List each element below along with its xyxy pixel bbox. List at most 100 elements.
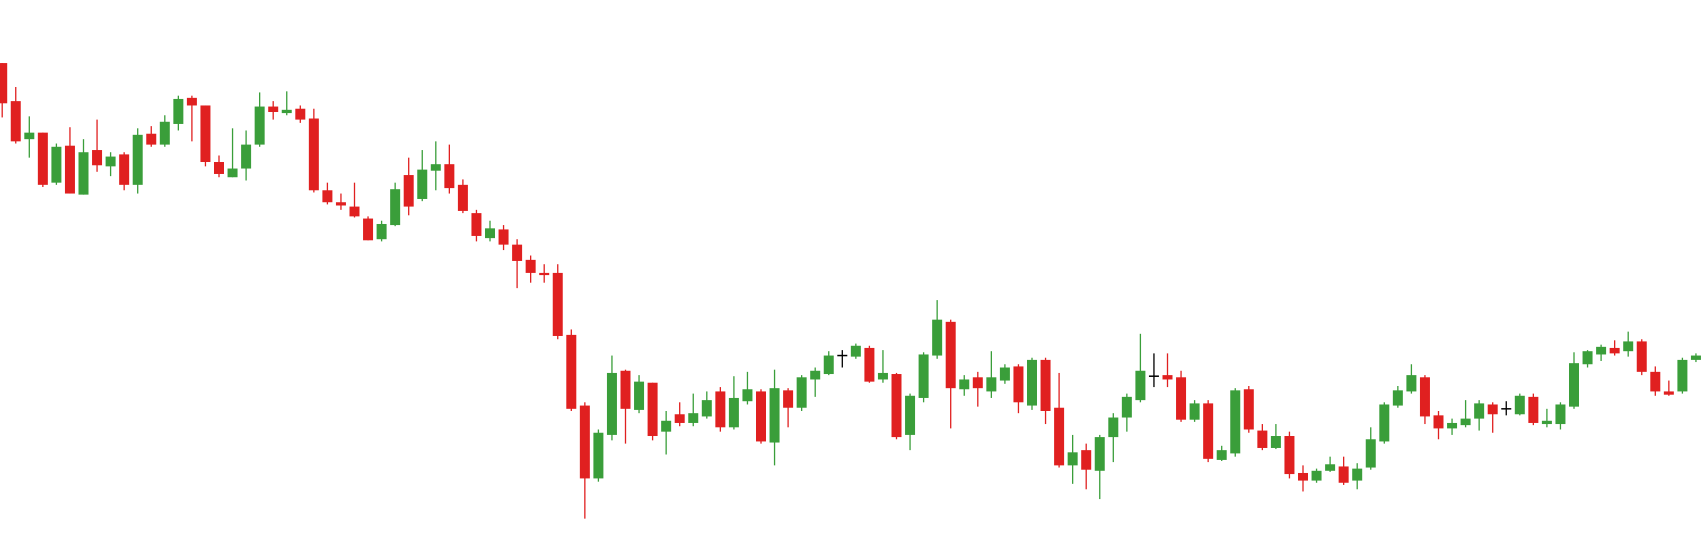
candle-body <box>1541 420 1552 425</box>
candle-body <box>1365 439 1376 468</box>
candle-body <box>1108 417 1119 438</box>
candle-body <box>1121 396 1132 418</box>
candle-body <box>1081 450 1092 470</box>
candle-body <box>498 229 509 245</box>
candle-body <box>1690 355 1701 360</box>
candle-body <box>796 377 807 408</box>
candle-body <box>417 169 428 199</box>
candle-body <box>850 345 861 357</box>
candle-body <box>1528 396 1539 423</box>
candle-body <box>24 132 35 140</box>
candle-body <box>1474 403 1485 419</box>
candle-body <box>322 190 333 203</box>
candle-body <box>214 162 224 174</box>
candle-body <box>1203 403 1214 459</box>
candle-body <box>783 390 794 408</box>
candle-body <box>742 389 753 402</box>
candle-body <box>1433 415 1444 429</box>
candle-body <box>1514 395 1525 415</box>
candle-body <box>552 272 563 336</box>
candle-body <box>1135 370 1146 401</box>
candle-body <box>1162 375 1173 380</box>
candle-body <box>593 432 604 479</box>
candle-body <box>823 355 834 375</box>
candle-body <box>1569 363 1579 407</box>
candle-body <box>1596 346 1607 355</box>
candle-body <box>512 244 523 261</box>
candle-body <box>268 106 279 112</box>
candle-body <box>1609 347 1620 354</box>
candle-body <box>769 388 780 443</box>
candle-body <box>254 106 265 145</box>
candle-body <box>877 372 888 380</box>
candle-body <box>728 397 739 428</box>
candle-body <box>1352 468 1363 481</box>
candle-body <box>620 370 631 409</box>
candle-body <box>1406 375 1417 392</box>
candle-body <box>403 175 414 207</box>
candle-body <box>119 154 130 185</box>
candle-body <box>78 152 89 195</box>
candle-body <box>1094 437 1105 471</box>
candle-body <box>92 150 103 166</box>
candle-body <box>959 379 970 390</box>
candle-body <box>146 133 157 145</box>
candle-body <box>281 109 292 114</box>
candle-body <box>1298 472 1308 481</box>
candle-body <box>905 395 916 435</box>
candle-body <box>1176 377 1187 420</box>
candle-body <box>457 184 468 211</box>
candle-body <box>525 259 536 273</box>
candle-body <box>1257 430 1268 448</box>
candle-body <box>471 213 482 236</box>
candle-body <box>674 414 685 423</box>
candle-body <box>1040 359 1051 411</box>
candle-body <box>376 223 387 240</box>
candle-body <box>159 121 170 145</box>
candle-body <box>308 118 319 191</box>
candle-body <box>579 405 590 479</box>
candle-body <box>390 189 401 226</box>
candle-body <box>864 347 875 382</box>
candle-body <box>1623 341 1634 352</box>
candle-body <box>363 218 374 241</box>
candle-body <box>1189 403 1200 420</box>
candle-body <box>0 63 8 104</box>
candle-body <box>335 202 346 206</box>
candle-body <box>1379 404 1390 442</box>
candle-body <box>1663 391 1674 395</box>
candle-body <box>1487 404 1498 415</box>
candle-body <box>186 97 197 106</box>
candle-body <box>566 334 577 409</box>
candle-body <box>1460 418 1471 426</box>
candle-body <box>1054 407 1065 466</box>
candle-body <box>891 374 902 438</box>
candle-body <box>932 319 943 356</box>
candle-body <box>227 168 238 178</box>
candle-body <box>701 400 712 417</box>
candle-body <box>1419 377 1430 417</box>
candle-body <box>634 381 645 410</box>
candle-body <box>64 145 75 194</box>
candle-body <box>105 156 116 167</box>
candle-body <box>810 370 821 380</box>
candle-body <box>539 272 550 276</box>
candle-body <box>241 144 252 169</box>
candle-body <box>945 321 956 389</box>
candle-body <box>1216 450 1227 460</box>
candle-body <box>606 372 617 435</box>
candle-body <box>132 134 143 185</box>
candle-body <box>1582 351 1593 365</box>
candle-body <box>756 391 766 442</box>
candle-body <box>444 164 455 189</box>
candle-body <box>1027 359 1037 406</box>
candle-body <box>10 101 21 142</box>
candle-body <box>51 146 62 183</box>
candle-body <box>1243 389 1254 430</box>
candle-body <box>647 382 658 437</box>
candle-body <box>1230 390 1241 454</box>
candle-body <box>430 164 441 171</box>
candle-body <box>1650 371 1661 392</box>
candle-body <box>200 105 211 163</box>
